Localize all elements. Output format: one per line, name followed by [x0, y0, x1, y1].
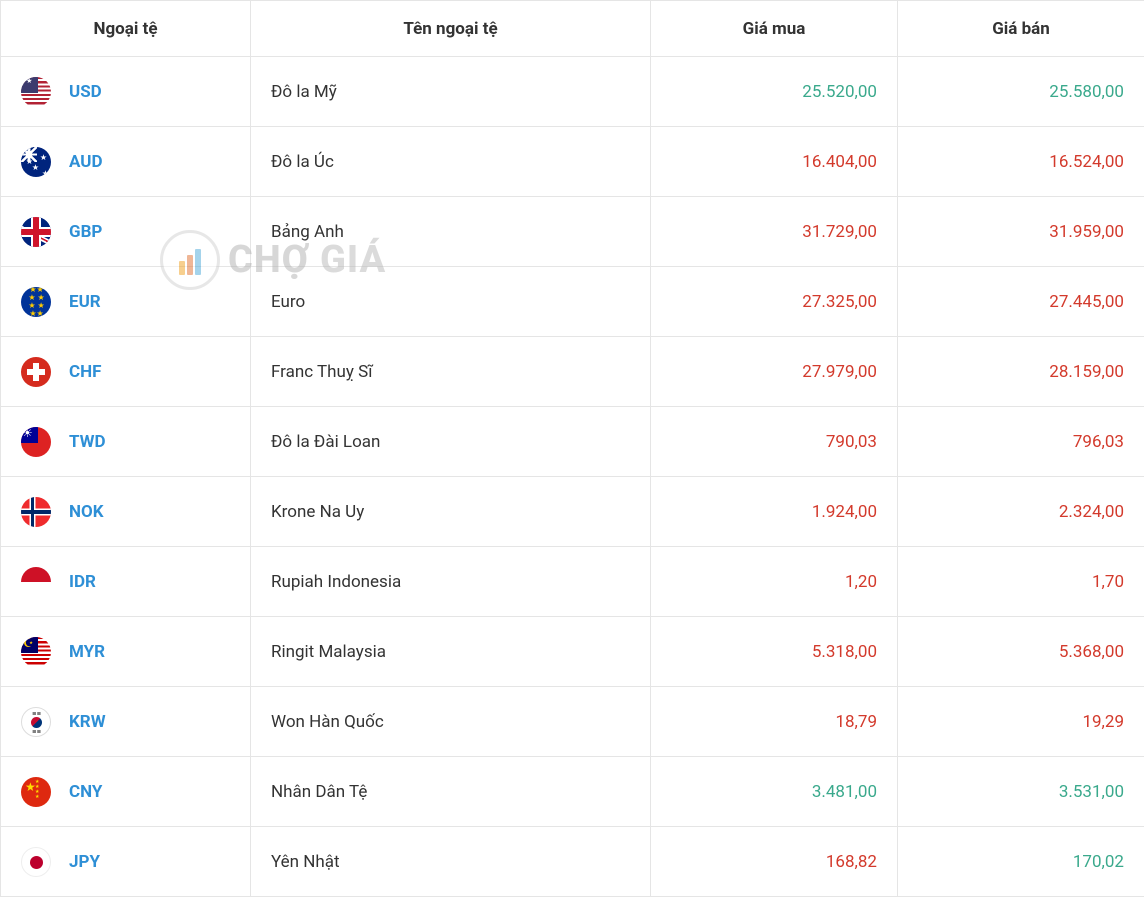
- currency-cell[interactable]: IDR: [1, 547, 250, 616]
- buy-price: 3.481,00: [651, 757, 898, 827]
- buy-price: 18,79: [651, 687, 898, 757]
- table-row[interactable]: CHF Franc Thuỵ Sĩ27.979,0028.159,00: [1, 337, 1144, 407]
- sell-price: 27.445,00: [898, 267, 1144, 337]
- currency-code-link[interactable]: AUD: [69, 152, 103, 172]
- currency-cell[interactable]: CNY: [1, 757, 250, 826]
- flag-gbp-icon: [21, 217, 51, 247]
- table-row[interactable]: KRW Won Hàn Quốc18,7919,29: [1, 687, 1144, 757]
- flag-cny-icon: [21, 777, 51, 807]
- table-row[interactable]: NOK Krone Na Uy1.924,002.324,00: [1, 477, 1144, 547]
- table-row[interactable]: EUR Euro27.325,0027.445,00: [1, 267, 1144, 337]
- currency-code-link[interactable]: EUR: [69, 292, 101, 312]
- sell-price: 796,03: [898, 407, 1144, 477]
- flag-myr-icon: [21, 637, 51, 667]
- sell-price: 19,29: [898, 687, 1144, 757]
- currency-code-link[interactable]: CNY: [69, 782, 102, 802]
- sell-price: 25.580,00: [898, 57, 1144, 127]
- sell-price: 28.159,00: [898, 337, 1144, 407]
- currency-cell[interactable]: CHF: [1, 337, 250, 406]
- flag-jpy-icon: [21, 847, 51, 877]
- currency-cell[interactable]: GBP: [1, 197, 250, 266]
- table-row[interactable]: AUD Đô la Úc16.404,0016.524,00: [1, 127, 1144, 197]
- currency-cell[interactable]: KRW: [1, 687, 250, 756]
- currency-name: Đô la Mỹ: [251, 57, 651, 127]
- table-row[interactable]: USD Đô la Mỹ25.520,0025.580,00: [1, 57, 1144, 127]
- sell-price: 1,70: [898, 547, 1144, 617]
- flag-nok-icon: [21, 497, 51, 527]
- sell-price: 31.959,00: [898, 197, 1144, 267]
- buy-price: 31.729,00: [651, 197, 898, 267]
- table-row[interactable]: CNY Nhân Dân Tệ3.481,003.531,00: [1, 757, 1144, 827]
- buy-price: 25.520,00: [651, 57, 898, 127]
- table-row[interactable]: JPY Yên Nhật168,82170,02: [1, 827, 1144, 897]
- header-currency: Ngoại tệ: [1, 1, 251, 57]
- buy-price: 16.404,00: [651, 127, 898, 197]
- sell-price: 16.524,00: [898, 127, 1144, 197]
- buy-price: 790,03: [651, 407, 898, 477]
- currency-name: Ringit Malaysia: [251, 617, 651, 687]
- flag-chf-icon: [21, 357, 51, 387]
- sell-price: 2.324,00: [898, 477, 1144, 547]
- table-row[interactable]: TWD Đô la Đài Loan790,03796,03: [1, 407, 1144, 477]
- header-buy: Giá mua: [651, 1, 898, 57]
- sell-price: 170,02: [898, 827, 1144, 897]
- currency-cell[interactable]: USD: [1, 57, 250, 126]
- table-header-row: Ngoại tệ Tên ngoại tệ Giá mua Giá bán: [1, 1, 1144, 57]
- currency-name: Rupiah Indonesia: [251, 547, 651, 617]
- currency-code-link[interactable]: JPY: [69, 852, 100, 872]
- flag-twd-icon: [21, 427, 51, 457]
- currency-cell[interactable]: NOK: [1, 477, 250, 546]
- currency-name: Đô la Đài Loan: [251, 407, 651, 477]
- table-row[interactable]: MYR Ringit Malaysia5.318,005.368,00: [1, 617, 1144, 687]
- sell-price: 3.531,00: [898, 757, 1144, 827]
- currency-name: Euro: [251, 267, 651, 337]
- currency-code-link[interactable]: KRW: [69, 712, 106, 732]
- buy-price: 168,82: [651, 827, 898, 897]
- currency-code-link[interactable]: IDR: [69, 572, 96, 592]
- currency-code-link[interactable]: TWD: [69, 432, 106, 452]
- currency-code-link[interactable]: CHF: [69, 362, 101, 382]
- buy-price: 27.325,00: [651, 267, 898, 337]
- currency-cell[interactable]: TWD: [1, 407, 250, 476]
- currency-code-link[interactable]: USD: [69, 82, 102, 102]
- currency-code-link[interactable]: NOK: [69, 502, 104, 522]
- buy-price: 5.318,00: [651, 617, 898, 687]
- currency-name: Nhân Dân Tệ: [251, 757, 651, 827]
- currency-name: Yên Nhật: [251, 827, 651, 897]
- flag-eur-icon: [21, 287, 51, 317]
- currency-cell[interactable]: EUR: [1, 267, 250, 336]
- currency-cell[interactable]: JPY: [1, 827, 250, 896]
- header-name: Tên ngoại tệ: [251, 1, 651, 57]
- header-sell: Giá bán: [898, 1, 1144, 57]
- flag-idr-icon: [21, 567, 51, 597]
- currency-code-link[interactable]: GBP: [69, 222, 102, 242]
- currency-name: Franc Thuỵ Sĩ: [251, 337, 651, 407]
- currency-name: Won Hàn Quốc: [251, 687, 651, 757]
- flag-aud-icon: [21, 147, 51, 177]
- currency-name: Krone Na Uy: [251, 477, 651, 547]
- exchange-rate-table: Ngoại tệ Tên ngoại tệ Giá mua Giá bán US…: [0, 0, 1144, 897]
- buy-price: 1,20: [651, 547, 898, 617]
- buy-price: 27.979,00: [651, 337, 898, 407]
- table-row[interactable]: IDR Rupiah Indonesia1,201,70: [1, 547, 1144, 617]
- flag-usd-icon: [21, 77, 51, 107]
- currency-name: Đô la Úc: [251, 127, 651, 197]
- currency-name: Bảng Anh: [251, 197, 651, 267]
- currency-cell[interactable]: MYR: [1, 617, 250, 686]
- currency-cell[interactable]: AUD: [1, 127, 250, 196]
- sell-price: 5.368,00: [898, 617, 1144, 687]
- currency-code-link[interactable]: MYR: [69, 642, 105, 662]
- flag-krw-icon: [21, 707, 51, 737]
- table-row[interactable]: GBP Bảng Anh31.729,0031.959,00: [1, 197, 1144, 267]
- buy-price: 1.924,00: [651, 477, 898, 547]
